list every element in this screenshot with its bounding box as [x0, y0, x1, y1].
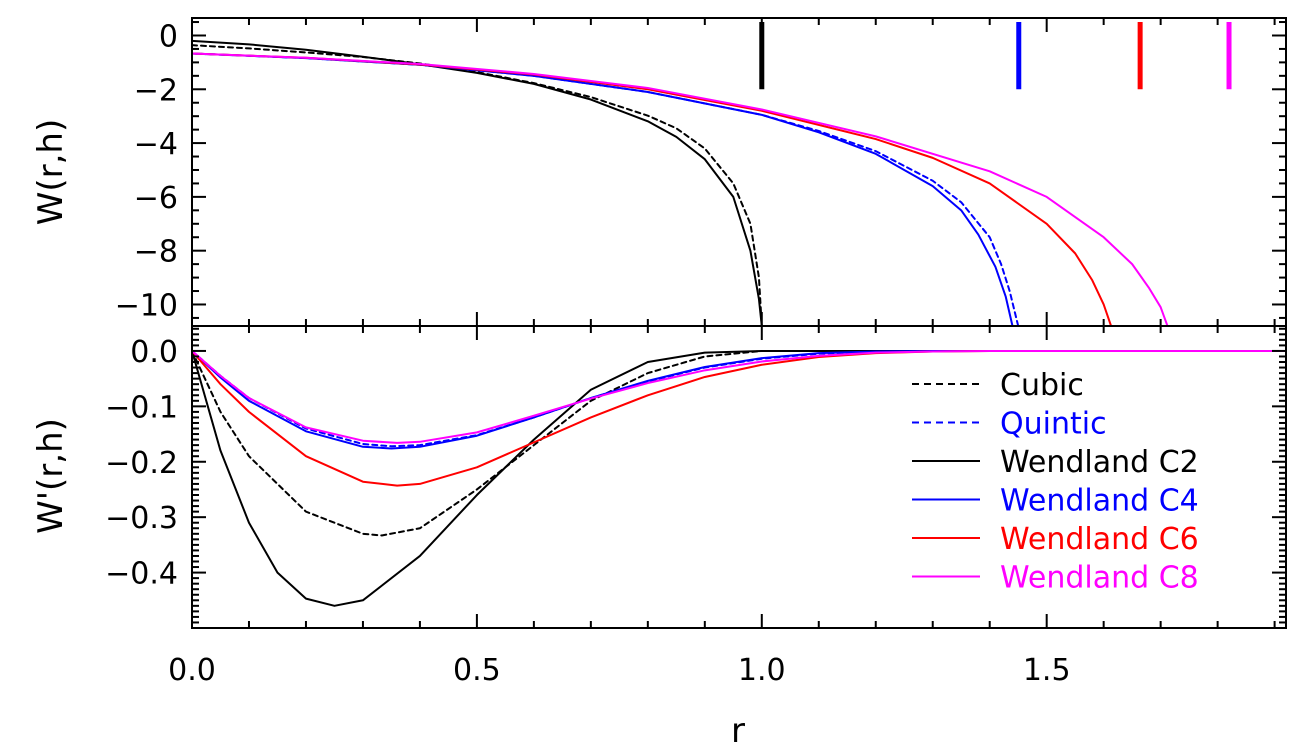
x-axis-title: r [731, 711, 745, 750]
series-line-wendland-c2 [192, 349, 1286, 607]
plot-frame [191, 17, 1287, 327]
x-tick-label: 1.0 [738, 653, 786, 688]
series-line-cubic [192, 349, 1286, 537]
y-tick-label: −0.3 [105, 501, 178, 536]
x-tick-label: 1.5 [1023, 653, 1071, 688]
y-tick-label: −2 [134, 73, 178, 108]
legend-label-wendland-c4: Wendland C4 [1000, 484, 1199, 519]
series-line-cubic [192, 44, 763, 326]
top-panel: 0 −2 −4 −6 −8 −10 [115, 17, 1287, 327]
y-tick-label: 0.0 [130, 335, 178, 370]
y-tick-label: −0.4 [105, 557, 178, 592]
y-tick-label: −6 [134, 181, 178, 216]
y-tick-label: 0 [159, 19, 178, 54]
bottom-panel-y-axis-title: W'(r,h) [31, 418, 71, 534]
legend-label-wendland-c8: Wendland C8 [1000, 561, 1199, 596]
bottom-panel: 0.0 0.5 1.0 1.5 0.0 −0.1 −0.2 −0.3 −0.4 Cubic Quin… [105, 325, 1287, 688]
series-line-wendland-c4 [192, 349, 1286, 450]
series-line-wendland-c6 [192, 52, 1113, 326]
x-tick-label: 0.5 [453, 653, 501, 688]
series-line-wendland-c8 [192, 349, 1286, 444]
series-line-quintic [192, 52, 1020, 326]
y-tick-label: −0.2 [105, 446, 178, 481]
series-line-wendland-c2 [192, 39, 763, 326]
plot-frame [191, 325, 1287, 629]
legend-label-cubic: Cubic [1000, 368, 1084, 403]
legend-label-wendland-c2: Wendland C2 [1000, 445, 1199, 480]
top-panel-y-axis-title: W(r,h) [31, 119, 71, 225]
y-tick-label: −10 [115, 288, 178, 323]
series-line-wendland-c8 [192, 52, 1169, 326]
legend-label-wendland-c6: Wendland C6 [1000, 522, 1199, 557]
y-tick-label: −0.1 [105, 390, 178, 425]
y-tick-label: −4 [134, 127, 178, 162]
y-tick-label: −8 [134, 235, 178, 270]
x-tick-label: 0.0 [168, 653, 216, 688]
series-line-wendland-c4 [192, 52, 1014, 326]
legend-label-quintic: Quintic [1000, 407, 1107, 442]
